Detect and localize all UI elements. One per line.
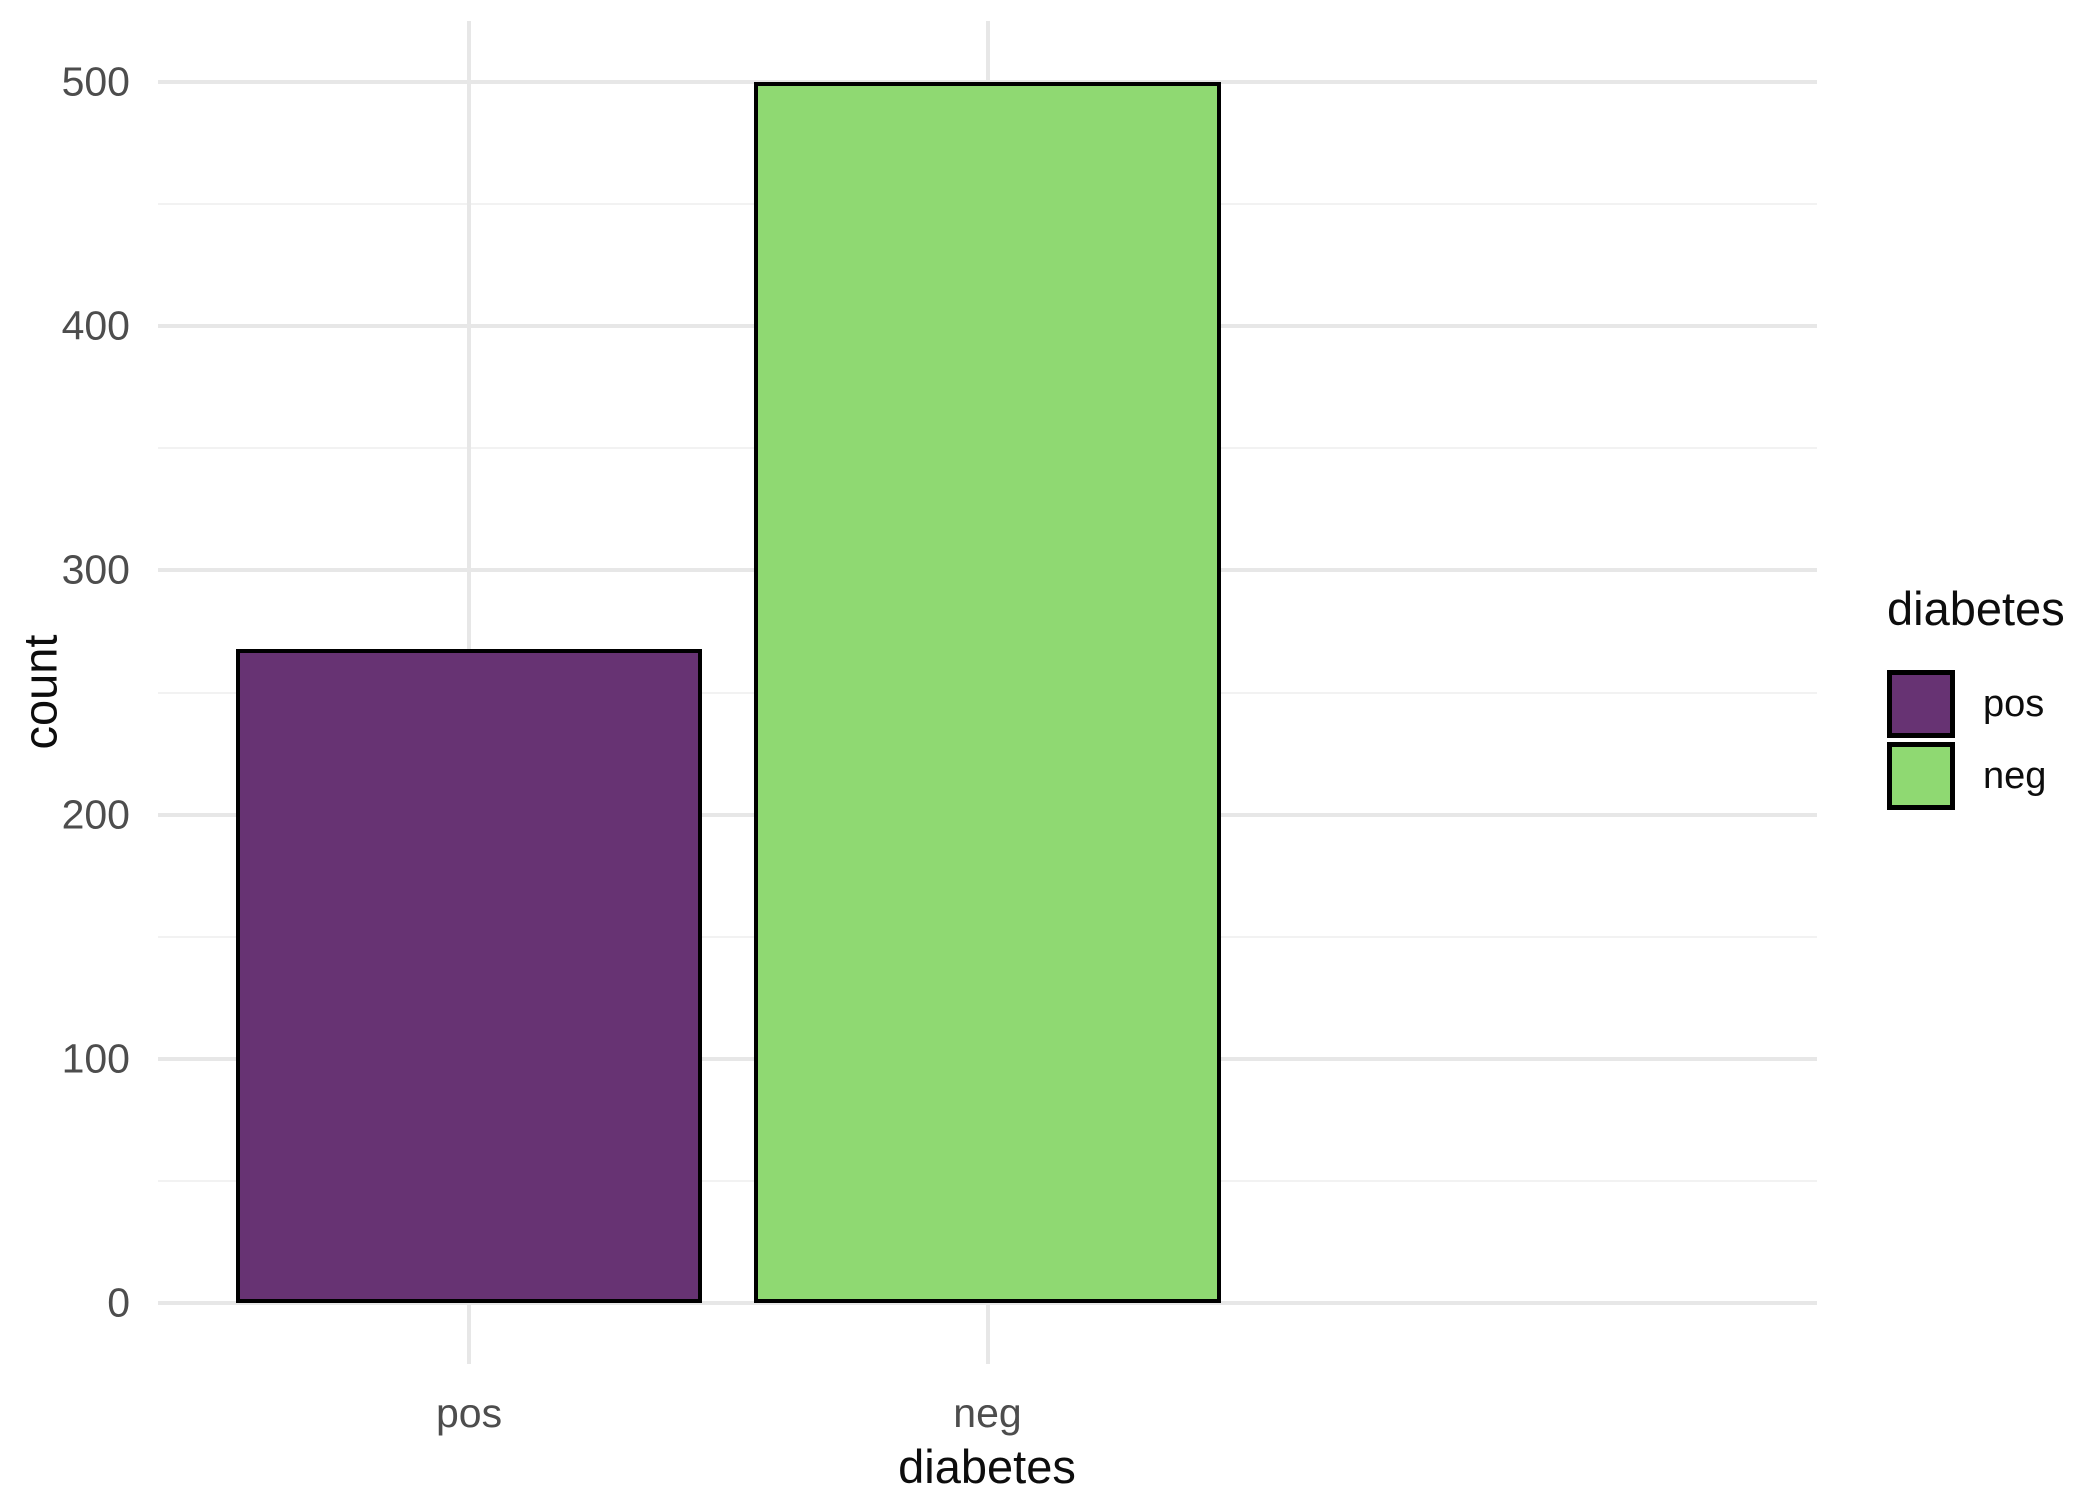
legend-swatch-pos — [1887, 670, 1955, 738]
x-axis-title: diabetes — [898, 1440, 1076, 1493]
legend-title: diabetes — [1887, 582, 2065, 635]
legend-entry-pos: pos — [1887, 670, 2065, 738]
plot-panel — [158, 21, 1817, 1364]
legend-entries: pos neg — [1887, 670, 2065, 810]
x-tick-label-pos: pos — [436, 1390, 503, 1436]
legend-entry-neg: neg — [1887, 742, 2065, 810]
y-tick-label-0: 0 — [107, 1279, 130, 1326]
bar-pos — [235, 648, 703, 1303]
legend-label-pos: pos — [1983, 683, 2045, 725]
y-tick-label-400: 400 — [61, 302, 130, 349]
y-tick-label-200: 200 — [61, 791, 130, 838]
bar-neg — [754, 82, 1221, 1303]
x-tick-label-neg: neg — [953, 1390, 1022, 1436]
y-tick-label-500: 500 — [61, 58, 130, 105]
y-tick-label-300: 300 — [61, 546, 130, 593]
legend: diabetes pos neg — [1887, 585, 2065, 814]
legend-label-neg: neg — [1983, 755, 2047, 797]
y-tick-label-100: 100 — [61, 1035, 130, 1082]
legend-swatch-neg — [1887, 742, 1955, 810]
y-axis-title: count — [13, 634, 67, 750]
